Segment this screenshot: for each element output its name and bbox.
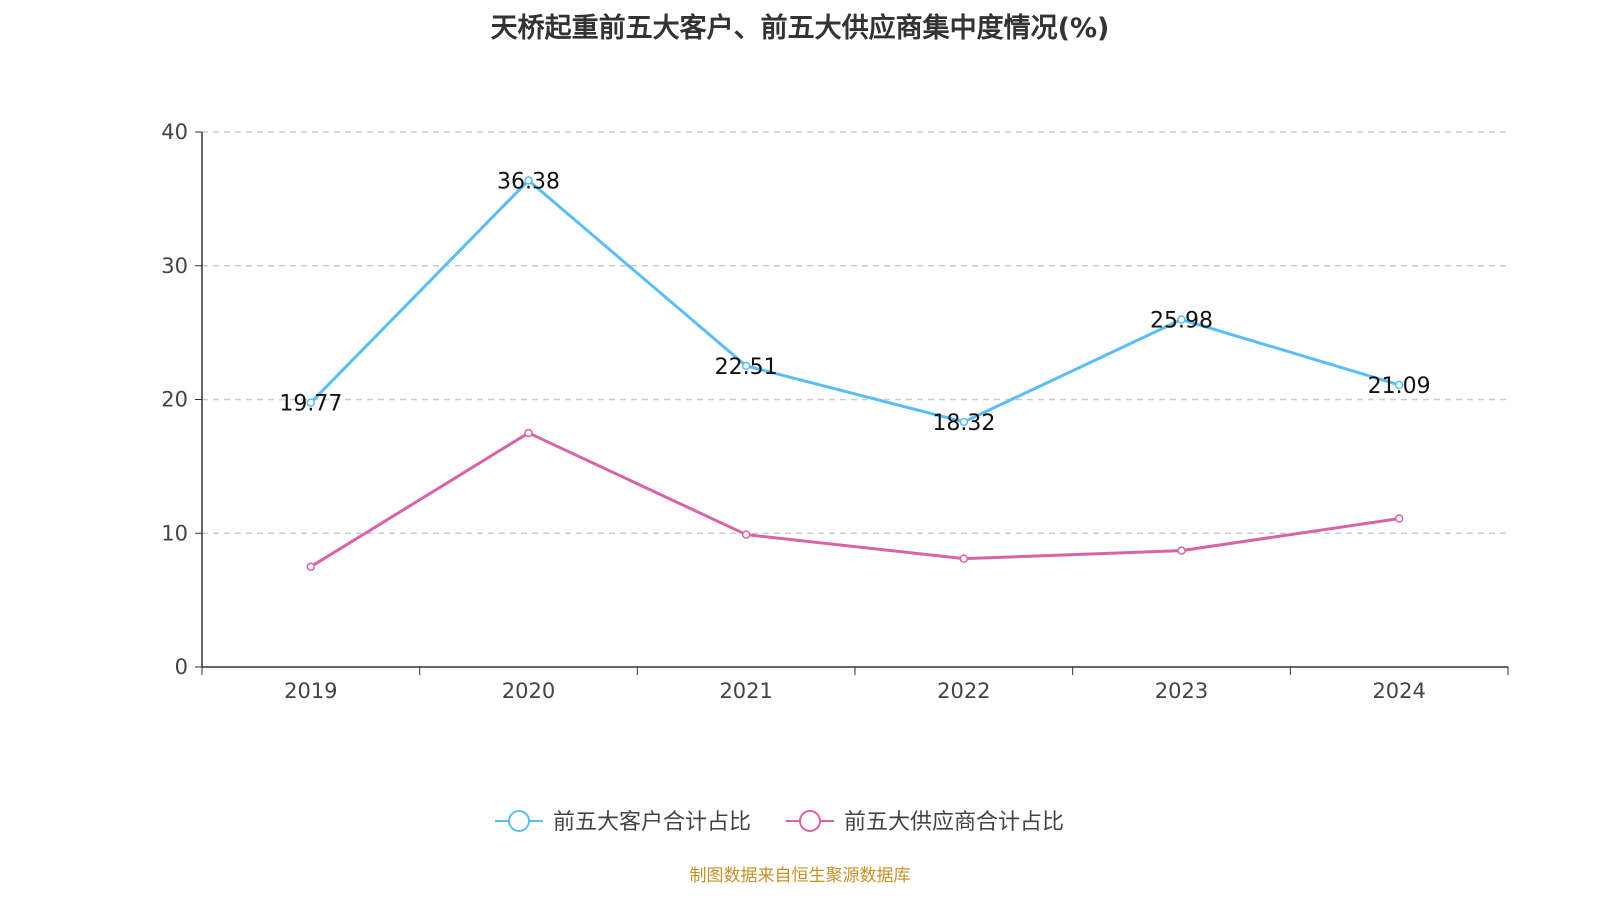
data-point — [524, 428, 533, 438]
legend-marker-icon — [799, 810, 821, 832]
data-label: 22.51 — [715, 355, 778, 380]
data-point — [1177, 546, 1186, 555]
y-tick-label: 40 — [161, 120, 188, 144]
data-point — [306, 398, 316, 407]
data-label: 19.77 — [279, 392, 342, 417]
series-line-1 — [310, 431, 1400, 568]
data-label: 25.98 — [1150, 309, 1213, 334]
x-tick-label: 2022 — [937, 679, 990, 703]
data-point — [741, 361, 751, 371]
chart-title: 天桥起重前五大客户、前五大供应商集中度情况(%) — [490, 13, 1110, 44]
data-point — [524, 176, 533, 185]
x-tick-label: 2020 — [502, 679, 555, 703]
legend-marker-icon — [508, 810, 530, 832]
data-point — [1394, 380, 1404, 390]
legend-label: 前五大客户合计占比 — [553, 810, 751, 835]
y-tick-label: 10 — [161, 521, 188, 545]
data-label: 18.32 — [932, 411, 995, 436]
y-tick-label: 30 — [161, 254, 188, 278]
x-tick-label: 2024 — [1372, 679, 1425, 703]
data-point — [741, 530, 751, 539]
data-point — [959, 554, 969, 563]
series-line-0 — [309, 178, 1400, 424]
data-label: 21.09 — [1368, 374, 1431, 399]
x-tick-label: 2019 — [284, 679, 337, 703]
y-tick-label: 20 — [161, 388, 188, 412]
data-label: 36.38 — [497, 169, 560, 194]
data-point — [1177, 315, 1186, 324]
legend-label: 前五大供应商合计占比 — [844, 810, 1064, 835]
source-note: 制图数据来自恒生聚源数据库 — [689, 866, 911, 886]
data-point — [959, 417, 969, 427]
y-tick-label: 0 — [175, 655, 188, 679]
x-tick-label: 2021 — [719, 679, 772, 703]
data-point — [306, 562, 316, 571]
data-point — [1394, 514, 1404, 523]
x-tick-label: 2023 — [1155, 679, 1208, 703]
